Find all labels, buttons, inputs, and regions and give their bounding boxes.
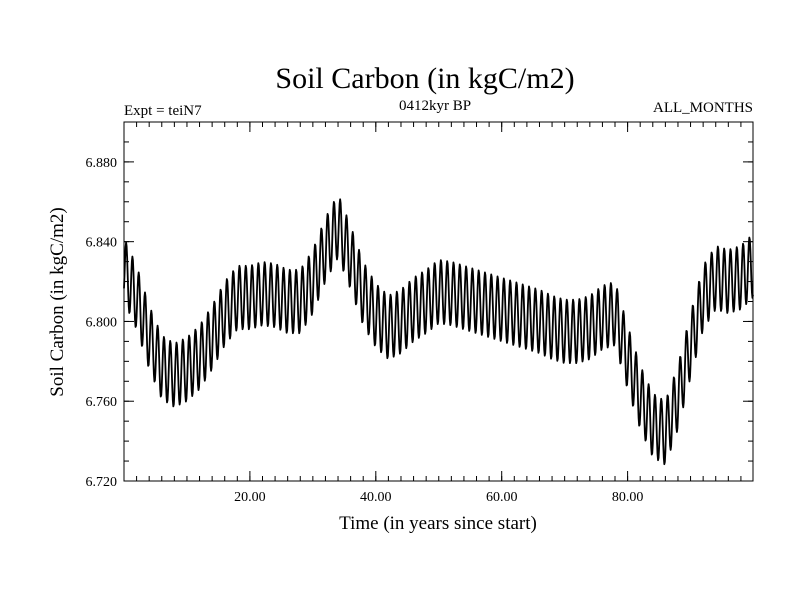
- axis-tick-labels: 20.00 40.00 60.00 80.00 6.720 6.760 6.800 6.840…: [86, 156, 644, 505]
- y-tick-label: 6.840: [86, 236, 118, 251]
- axis-ticks: [124, 122, 753, 482]
- x-tick-label: 60.00: [486, 490, 518, 505]
- y-tick-label: 6.880: [86, 156, 118, 171]
- x-axis-label: Time (in years since start): [339, 513, 537, 534]
- data-series-line: [123, 198, 754, 466]
- x-tick-label: 20.00: [234, 490, 266, 505]
- y-tick-label: 6.760: [86, 395, 118, 410]
- y-axis-label: Soil Carbon (in kgC/m2): [47, 207, 68, 396]
- period-label: 0412kyr BP: [399, 98, 471, 114]
- chart-title: Soil Carbon (in kgC/m2): [275, 62, 574, 95]
- x-tick-label: 80.00: [612, 490, 644, 505]
- months-label: ALL_MONTHS: [653, 100, 753, 116]
- y-tick-label: 6.720: [86, 475, 118, 490]
- plot-area: 20.00 40.00 60.00 80.00 6.720 6.760 6.800 6.840…: [86, 121, 754, 505]
- x-tick-label: 40.00: [360, 490, 392, 505]
- experiment-label: Expt = teiN7: [124, 103, 202, 119]
- y-tick-label: 6.800: [86, 315, 118, 330]
